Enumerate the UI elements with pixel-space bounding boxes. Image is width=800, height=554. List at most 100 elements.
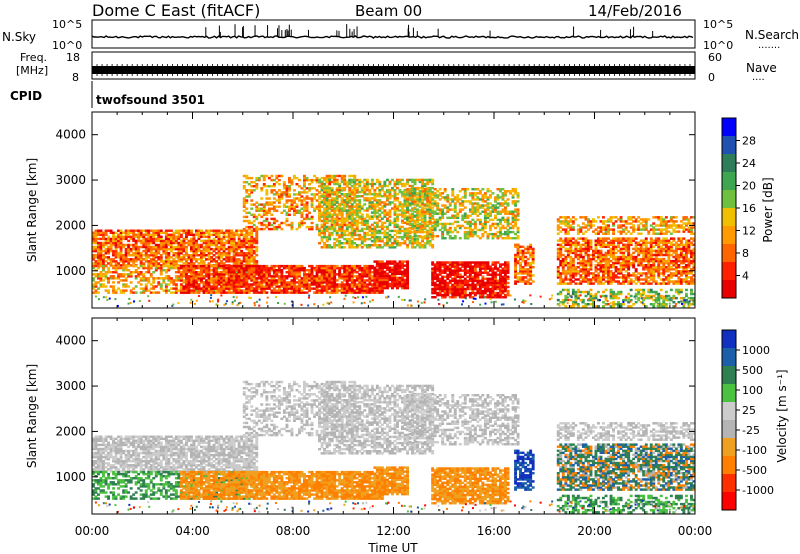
power-cell: [473, 261, 477, 264]
power-cell: [393, 242, 397, 245]
power-cell: [426, 200, 430, 203]
power-cell: [468, 269, 472, 272]
power-cell: [441, 235, 445, 238]
power-cell: [265, 189, 269, 192]
power-cell: [353, 223, 357, 227]
power-cell: [119, 249, 123, 253]
power-cell: [295, 273, 299, 276]
power-cell: [483, 287, 487, 291]
power-cell: [217, 241, 221, 245]
power-cell: [222, 269, 226, 272]
power-cell: [310, 277, 314, 280]
power-cell: [350, 178, 354, 182]
power-cell: [260, 291, 264, 294]
power-cell: [330, 197, 334, 200]
power-cell: [272, 217, 276, 221]
power-cell: [375, 282, 379, 286]
power-cell: [431, 214, 435, 217]
power-cell: [305, 273, 309, 276]
power-cell: [320, 193, 324, 196]
power-cell: [235, 277, 239, 280]
power-cell: [413, 195, 417, 198]
power-cell: [343, 233, 347, 237]
power-cell: [320, 281, 324, 284]
power-cell: [212, 229, 216, 232]
power-cell: [232, 277, 236, 280]
power-cell: [137, 247, 141, 251]
power-cell: [293, 189, 296, 192]
power-cell: [174, 260, 178, 263]
power-cell: [365, 237, 369, 241]
power-cell: [456, 283, 460, 287]
power-cell: [97, 287, 100, 290]
power-cell: [323, 199, 327, 202]
power-cell: [285, 264, 289, 268]
power-cell: [200, 231, 203, 235]
power-cell: [107, 291, 111, 294]
power-cell: [255, 264, 259, 268]
power-cell: [225, 256, 229, 259]
power-cell: [127, 269, 131, 272]
power-cell: [177, 264, 181, 267]
power-cell: [190, 256, 193, 259]
power-cell: [328, 225, 332, 229]
power-cell: [481, 265, 485, 268]
power-cell: [207, 229, 211, 232]
power-cell: [318, 217, 322, 220]
power-cell: [282, 185, 286, 188]
power-cell: [250, 249, 254, 253]
power-cell: [247, 256, 251, 259]
power-cell: [290, 271, 294, 274]
power-cell: [277, 195, 281, 198]
power-cell: [375, 244, 379, 247]
power-cell: [217, 256, 221, 259]
power-cell: [174, 252, 178, 255]
power-cell: [345, 264, 349, 268]
power-cell: [431, 281, 435, 285]
power-cell: [333, 199, 337, 202]
power-cell: [227, 281, 231, 284]
power-cell: [290, 266, 294, 270]
power-cell: [149, 229, 153, 232]
power-cell: [413, 214, 417, 217]
power-cell: [207, 262, 211, 265]
power-cell: [471, 285, 475, 289]
power-cell: [119, 245, 123, 249]
power-cell: [142, 275, 146, 278]
power-cell: [441, 287, 445, 291]
power-cell: [355, 221, 359, 225]
power-cell: [288, 264, 291, 268]
power-cell: [463, 283, 467, 287]
power-cell: [237, 275, 241, 278]
power-cell: [335, 279, 339, 282]
power-cell: [220, 247, 224, 251]
power-cell: [242, 269, 246, 272]
power-cell: [370, 283, 374, 286]
power-cell: [491, 291, 495, 295]
power-cell: [478, 291, 482, 295]
power-cell: [386, 244, 389, 247]
power-cell: [388, 203, 392, 206]
power-cell: [215, 275, 219, 278]
power-cell: [275, 273, 279, 276]
power-cell: [187, 243, 191, 247]
power-cell: [124, 260, 128, 263]
power-cell: [458, 273, 462, 276]
power-cell: [350, 229, 354, 233]
power-cell: [245, 254, 249, 257]
power-cell: [94, 273, 98, 276]
power-cell: [262, 176, 266, 180]
power-cell: [247, 245, 251, 249]
power-cell: [169, 287, 173, 290]
power-cell: [426, 237, 430, 240]
power-cell: [438, 269, 442, 272]
power-cell: [403, 195, 407, 198]
power-cell: [260, 264, 264, 268]
power-cell: [318, 213, 322, 216]
power-cell: [373, 289, 377, 292]
power-cell: [119, 254, 123, 257]
cpid-label: CPID: [10, 89, 42, 103]
power-cell: [124, 258, 128, 261]
power-cell: [370, 289, 374, 292]
power-cell: [265, 266, 269, 270]
